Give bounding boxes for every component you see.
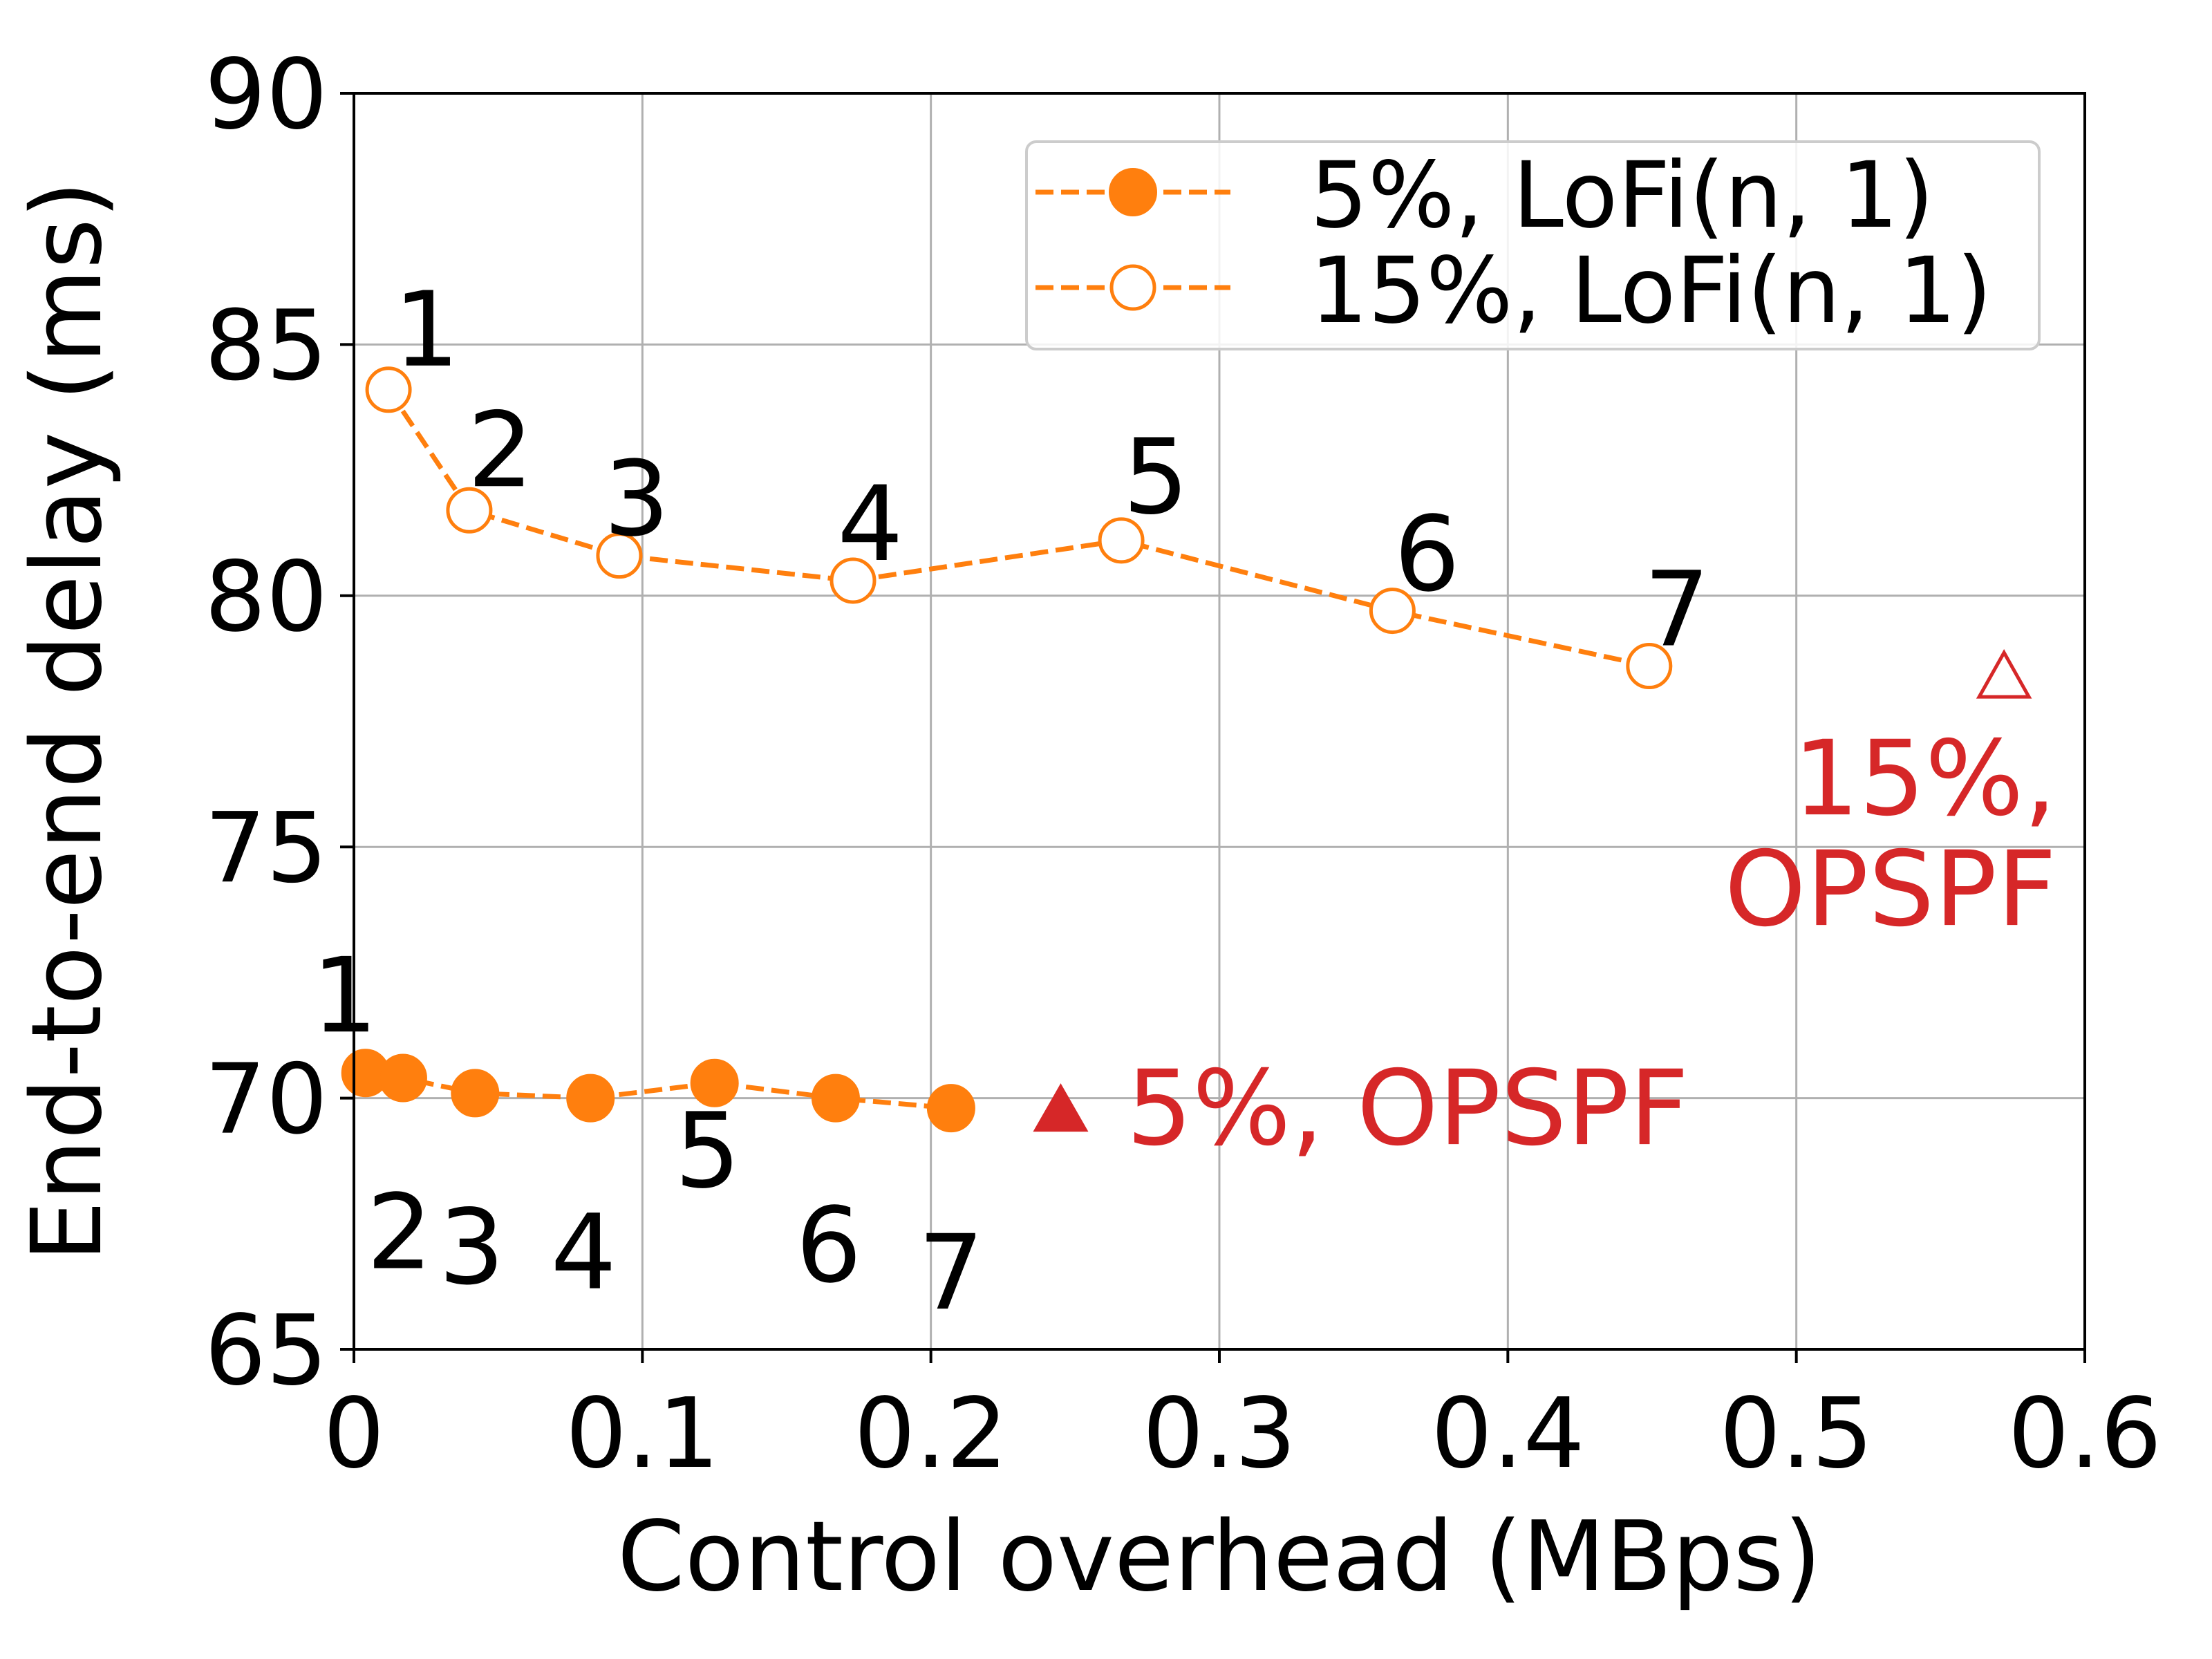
data-point xyxy=(811,1074,860,1123)
point-label: 2 xyxy=(467,391,533,511)
legend-marker xyxy=(1109,168,1157,216)
annotation-1: 5%, OPSPF xyxy=(1033,1049,1689,1169)
annotation-label: 15%, xyxy=(1793,719,2056,839)
data-point xyxy=(365,366,412,413)
data-point xyxy=(596,532,643,579)
data-point xyxy=(378,1053,427,1103)
point-label: 5 xyxy=(675,1091,740,1212)
point-label: 6 xyxy=(1394,495,1460,615)
x-tick-label: 0.6 xyxy=(2008,1378,2162,1490)
x-tick-label: 0.1 xyxy=(565,1378,720,1490)
data-point xyxy=(566,1074,615,1123)
y-tick-label: 85 xyxy=(205,290,328,402)
legend-label: 15%, LoFi(n, 1) xyxy=(1310,238,1992,344)
data-point xyxy=(690,1058,739,1107)
data-point xyxy=(451,1069,500,1118)
series-layer: 12 3 456 712 3 4 56 7 xyxy=(312,270,1710,1333)
x-tick-label: 0.5 xyxy=(1719,1378,1873,1490)
y-axis-title: End-to-end delay (ms) xyxy=(11,180,124,1262)
triangle-marker-filled xyxy=(1033,1083,1089,1132)
x-tick-label: 0.2 xyxy=(854,1378,1008,1490)
y-tick-label: 75 xyxy=(205,792,328,905)
point-label: 1 xyxy=(393,270,459,391)
point-label: 4 xyxy=(550,1193,616,1313)
y-tick-label: 70 xyxy=(205,1044,328,1156)
x-tick-label: 0.4 xyxy=(1431,1378,1585,1490)
point-label: 3 xyxy=(439,1188,505,1308)
series-1: 1 2 3 456 7 xyxy=(312,936,984,1333)
annotations: 5%, OPSPF 15%,OPSPF xyxy=(1033,648,2056,1169)
annotation-2: 15%,OPSPF xyxy=(1725,648,2056,950)
point-label: 4 xyxy=(837,465,903,585)
legend-entry: 15%, LoFi(n, 1) xyxy=(1035,238,1992,344)
legend: 5%, LoFi(n, 1)15%, LoFi(n, 1) xyxy=(1025,140,2041,350)
annotation-label: 5%, OPSPF xyxy=(1126,1049,1689,1169)
series-2: 12 3 4 5 6 7 xyxy=(365,270,1710,690)
data-point xyxy=(926,1084,975,1133)
point-label: 7 xyxy=(918,1213,984,1333)
legend-label: 5%, LoFi(n, 1) xyxy=(1310,142,1934,249)
data-point xyxy=(1369,588,1416,635)
data-point xyxy=(1098,517,1145,564)
y-tick-label: 80 xyxy=(205,541,328,654)
x-tick-label: 0.3 xyxy=(1143,1378,1297,1490)
point-label: 2 xyxy=(366,1173,432,1293)
point-label: 7 xyxy=(1644,550,1709,671)
point-label: 1 xyxy=(312,936,377,1056)
annotation-label: OPSPF xyxy=(1725,830,2056,950)
x-tick-label: 0 xyxy=(323,1378,384,1490)
x-axis-title: Control overhead (MBps) xyxy=(617,1501,1821,1613)
point-label: 3 xyxy=(603,440,669,560)
data-point xyxy=(1626,643,1673,690)
point-label: 6 xyxy=(796,1186,861,1306)
legend-entry: 5%, LoFi(n, 1) xyxy=(1035,142,1934,249)
point-label: 5 xyxy=(1123,418,1188,538)
legend-frame xyxy=(1025,140,2041,350)
triangle-marker-hollow xyxy=(1976,648,2032,699)
data-point xyxy=(830,557,877,604)
data-point xyxy=(446,487,493,534)
legend-marker xyxy=(1109,264,1156,311)
y-tick-label: 65 xyxy=(205,1295,328,1407)
y-tick-label: 90 xyxy=(205,39,328,151)
